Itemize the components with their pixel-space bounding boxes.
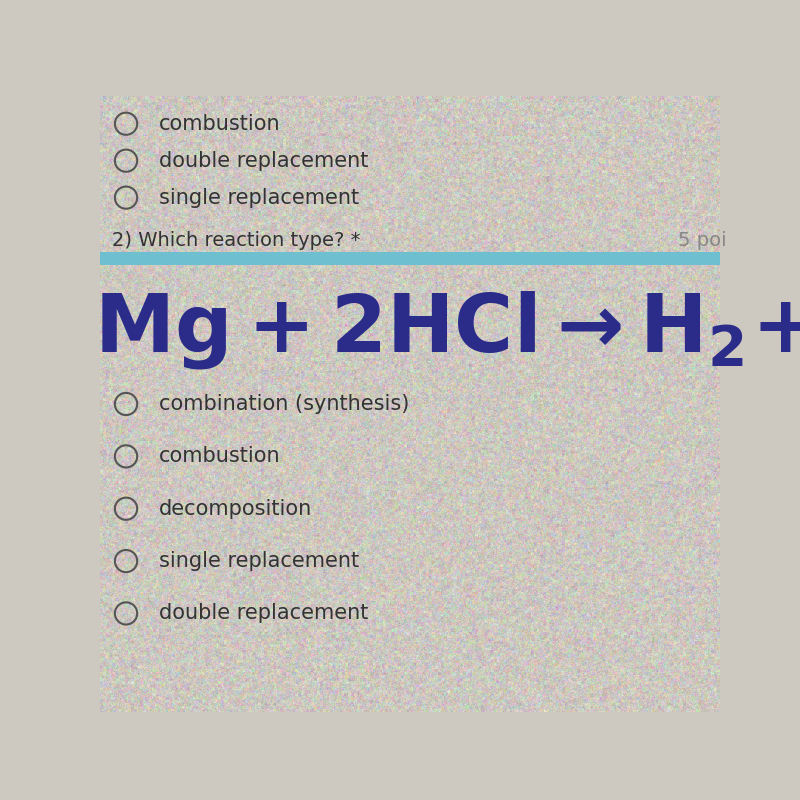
Text: single replacement: single replacement bbox=[159, 188, 359, 208]
Text: 2) Which reaction type? *: 2) Which reaction type? * bbox=[112, 231, 361, 250]
FancyBboxPatch shape bbox=[100, 252, 720, 266]
Text: combustion: combustion bbox=[159, 446, 281, 466]
Text: single replacement: single replacement bbox=[159, 551, 359, 571]
Text: double replacement: double replacement bbox=[159, 603, 368, 623]
Text: 5 poi: 5 poi bbox=[678, 231, 726, 250]
Text: combination (synthesis): combination (synthesis) bbox=[159, 394, 410, 414]
Text: combustion: combustion bbox=[159, 114, 281, 134]
Text: $\mathbf{Mg + 2HCl \rightarrow H_2\!+\!MgCl_2}$: $\mathbf{Mg + 2HCl \rightarrow H_2\!+\!M… bbox=[94, 289, 800, 371]
Text: double replacement: double replacement bbox=[159, 150, 368, 170]
Text: decomposition: decomposition bbox=[159, 498, 312, 518]
